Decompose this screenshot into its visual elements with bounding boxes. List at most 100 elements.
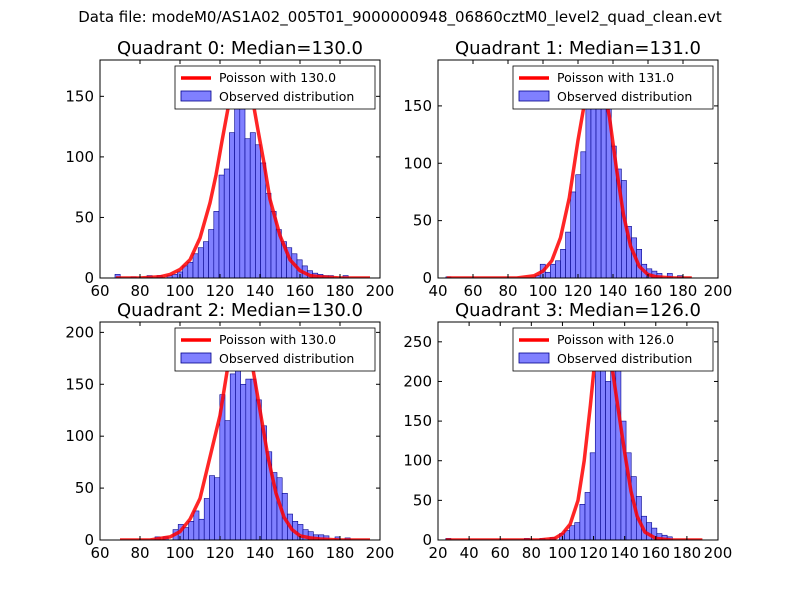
legend-bar-swatch bbox=[180, 90, 212, 102]
legend-line-label: Poisson with 131.0 bbox=[557, 70, 674, 85]
histogram-bar bbox=[615, 349, 622, 540]
x-tick-label: 160 bbox=[286, 282, 315, 300]
legend-bar-swatch bbox=[518, 90, 550, 102]
histogram-bar bbox=[187, 261, 194, 278]
histogram-bar bbox=[235, 347, 241, 540]
x-tick-label: 100 bbox=[548, 544, 577, 562]
x-tick-label: 200 bbox=[704, 544, 733, 562]
x-tick-label: 40 bbox=[428, 282, 447, 300]
histogram-bar bbox=[183, 527, 189, 540]
histogram-bar bbox=[209, 475, 215, 540]
histogram-bar bbox=[574, 522, 581, 540]
x-tick-label: 140 bbox=[246, 282, 275, 300]
y-tick-label: 50 bbox=[75, 479, 94, 497]
x-tick-label: 40 bbox=[460, 544, 479, 562]
histogram-bar bbox=[590, 94, 597, 278]
x-tick-label: 120 bbox=[206, 282, 235, 300]
legend-box bbox=[174, 327, 376, 372]
x-tick-label: 160 bbox=[634, 282, 663, 300]
figure-suptitle: Data file: modeM0/AS1A02_005T01_90000009… bbox=[78, 8, 722, 26]
histogram-bar bbox=[198, 518, 205, 540]
histogram-bar bbox=[192, 253, 199, 278]
legend: Poisson with 126.0 Observed distribution bbox=[512, 327, 714, 372]
histogram-bar bbox=[555, 260, 561, 278]
panel-quadrant-1: 40 60 80 100 120 140 160 180 200 0 50 100 150 Quadran… bbox=[403, 38, 732, 300]
histogram-bar bbox=[560, 249, 566, 278]
histogram-bar bbox=[114, 274, 121, 278]
x-tick-label: 60 bbox=[463, 282, 482, 300]
histogram-bar bbox=[214, 477, 221, 540]
y-tick-label: 100 bbox=[65, 148, 94, 166]
legend-bar-label: Observed distribution bbox=[219, 89, 354, 104]
chart-title: Quadrant 3: Median=126.0 bbox=[455, 300, 701, 321]
x-tick-label: 120 bbox=[206, 544, 235, 562]
histogram-bar bbox=[544, 271, 551, 278]
x-tick-label: 100 bbox=[166, 282, 195, 300]
panel-quadrant-0: 60 80 100 120 140 160 180 200 0 50 100 150 Quadrant … bbox=[65, 38, 394, 300]
x-tick-label: 60 bbox=[491, 544, 510, 562]
x-tick-label: 160 bbox=[286, 544, 315, 562]
histogram-bar bbox=[245, 378, 252, 540]
y-tick-label: 150 bbox=[403, 412, 432, 430]
histogram-bar bbox=[229, 373, 236, 540]
x-tick-label: 120 bbox=[564, 282, 593, 300]
histogram-bar bbox=[565, 231, 571, 278]
histogram-bar bbox=[213, 211, 220, 278]
legend-bar-label: Observed distribution bbox=[219, 351, 354, 366]
chart-title: Quadrant 2: Median=130.0 bbox=[117, 300, 363, 321]
histogram-bar bbox=[250, 378, 257, 540]
legend: Poisson with 130.0 Observed distribution bbox=[174, 327, 376, 372]
histogram-bar bbox=[188, 521, 195, 540]
x-tick-label: 80 bbox=[498, 282, 517, 300]
x-tick-label: 200 bbox=[704, 282, 733, 300]
legend-box bbox=[174, 65, 376, 110]
y-tick-label: 50 bbox=[75, 208, 94, 226]
axes-frame bbox=[99, 321, 381, 541]
histogram-bar bbox=[223, 168, 230, 278]
histogram-bar bbox=[203, 498, 210, 540]
y-tick-label: 100 bbox=[65, 427, 94, 445]
y-tick-label: 50 bbox=[413, 491, 432, 509]
histogram-bar bbox=[229, 132, 235, 278]
x-tick-label: 180 bbox=[669, 282, 698, 300]
histogram-bar bbox=[234, 96, 241, 278]
y-tick-label: 100 bbox=[403, 452, 432, 470]
y-tick-label: 100 bbox=[403, 154, 432, 172]
histogram-bar bbox=[244, 138, 251, 278]
histogram-bar bbox=[585, 105, 592, 278]
histogram-bar bbox=[589, 452, 596, 540]
histogram-bar bbox=[594, 361, 601, 540]
histogram-bar bbox=[550, 263, 556, 278]
y-tick-label: 0 bbox=[84, 269, 94, 287]
y-tick-label: 0 bbox=[422, 531, 432, 549]
y-tick-label: 250 bbox=[403, 333, 432, 351]
legend: Poisson with 130.0 Observed distribution bbox=[174, 65, 376, 110]
x-tick-label: 180 bbox=[326, 282, 355, 300]
legend-bar-swatch bbox=[180, 352, 212, 364]
x-tick-label: 140 bbox=[599, 282, 628, 300]
y-tick-label: 0 bbox=[422, 269, 432, 287]
x-tick-label: 80 bbox=[130, 282, 149, 300]
legend-line-label: Poisson with 126.0 bbox=[557, 332, 674, 347]
x-tick-label: 200 bbox=[366, 282, 395, 300]
x-tick-label: 140 bbox=[246, 544, 275, 562]
x-tick-label: 100 bbox=[529, 282, 558, 300]
legend-bar-label: Observed distribution bbox=[557, 351, 692, 366]
x-tick-label: 140 bbox=[610, 544, 639, 562]
histogram-bar bbox=[193, 510, 200, 540]
legend: Poisson with 131.0 Observed distribution bbox=[512, 65, 714, 110]
panel-quadrant-2: 60 80 100 120 140 160 180 200 0 50 100 150 200 Quadra… bbox=[65, 300, 394, 562]
histogram-bar bbox=[197, 247, 204, 278]
histogram-bar bbox=[249, 132, 256, 278]
legend-line-label: Poisson with 130.0 bbox=[219, 70, 336, 85]
legend-box bbox=[512, 327, 714, 372]
histogram-bar bbox=[570, 191, 577, 278]
y-tick-label: 0 bbox=[84, 531, 94, 549]
x-tick-label: 200 bbox=[366, 544, 395, 562]
histogram-bar bbox=[218, 174, 225, 278]
x-tick-label: 20 bbox=[428, 544, 447, 562]
histogram-bar bbox=[260, 162, 267, 278]
x-tick-label: 60 bbox=[90, 544, 109, 562]
axes-frame bbox=[437, 321, 719, 541]
